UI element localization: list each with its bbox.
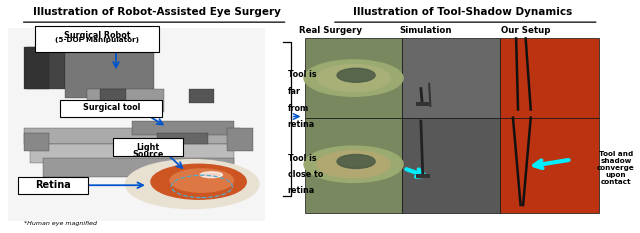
FancyBboxPatch shape — [43, 158, 234, 177]
FancyBboxPatch shape — [305, 118, 403, 213]
Circle shape — [317, 65, 390, 92]
Text: retina: retina — [287, 120, 315, 129]
Circle shape — [151, 164, 246, 199]
FancyBboxPatch shape — [416, 174, 430, 178]
Text: from: from — [287, 104, 308, 113]
FancyBboxPatch shape — [27, 47, 65, 89]
FancyBboxPatch shape — [403, 38, 500, 118]
Text: retina: retina — [287, 186, 315, 195]
Text: Illustration of Tool-Shadow Dynamics: Illustration of Tool-Shadow Dynamics — [353, 7, 572, 17]
Text: Tool is: Tool is — [287, 70, 316, 79]
FancyBboxPatch shape — [24, 47, 49, 89]
FancyBboxPatch shape — [500, 118, 598, 213]
FancyBboxPatch shape — [35, 26, 159, 52]
FancyBboxPatch shape — [227, 128, 253, 151]
FancyBboxPatch shape — [65, 47, 154, 98]
Text: Our Setup: Our Setup — [501, 26, 550, 35]
FancyBboxPatch shape — [113, 138, 183, 156]
Text: Surgical tool: Surgical tool — [83, 103, 140, 112]
Text: Retina: Retina — [35, 180, 70, 189]
FancyBboxPatch shape — [30, 144, 234, 163]
Ellipse shape — [200, 172, 223, 178]
Text: Surgical Robot: Surgical Robot — [64, 31, 130, 40]
Text: Tool and
shadow
converge
upon
contact: Tool and shadow converge upon contact — [597, 151, 635, 185]
FancyBboxPatch shape — [60, 100, 163, 117]
Text: Tool is: Tool is — [287, 154, 316, 163]
FancyBboxPatch shape — [24, 128, 240, 144]
FancyBboxPatch shape — [305, 38, 403, 118]
FancyBboxPatch shape — [17, 177, 88, 194]
Text: far: far — [287, 87, 301, 96]
FancyBboxPatch shape — [8, 28, 265, 221]
FancyBboxPatch shape — [403, 118, 500, 213]
Circle shape — [337, 68, 375, 82]
Text: close to: close to — [287, 170, 323, 179]
Text: Light: Light — [136, 143, 159, 152]
Circle shape — [337, 154, 375, 168]
Text: Illustration of Robot-Assisted Eye Surgery: Illustration of Robot-Assisted Eye Surge… — [33, 7, 281, 17]
Circle shape — [317, 151, 390, 178]
FancyBboxPatch shape — [88, 89, 164, 112]
FancyBboxPatch shape — [132, 121, 234, 135]
Text: *Human eye magnified: *Human eye magnified — [24, 221, 97, 226]
FancyBboxPatch shape — [100, 89, 125, 103]
Text: (5-DOF Manipulator): (5-DOF Manipulator) — [55, 37, 139, 43]
FancyBboxPatch shape — [24, 133, 49, 151]
FancyBboxPatch shape — [417, 102, 429, 106]
Text: Simulation: Simulation — [399, 26, 452, 35]
Circle shape — [125, 160, 259, 209]
Circle shape — [304, 146, 403, 182]
Circle shape — [170, 169, 234, 192]
Text: Real Surgery: Real Surgery — [299, 26, 362, 35]
FancyBboxPatch shape — [500, 38, 598, 118]
Text: Source: Source — [132, 150, 163, 159]
FancyBboxPatch shape — [189, 89, 214, 103]
Circle shape — [304, 60, 403, 96]
FancyBboxPatch shape — [157, 133, 208, 144]
